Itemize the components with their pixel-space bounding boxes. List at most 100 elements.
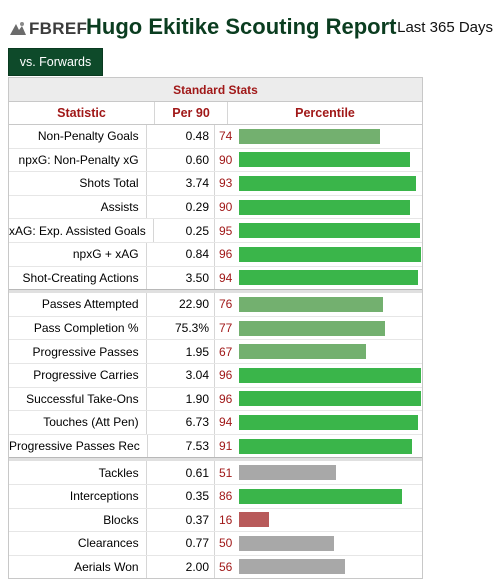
percentile-value: 94 [219,270,233,285]
per90-value: 6.73 [147,411,215,434]
percentile-cell: 90 [215,149,422,172]
per90-value: 3.04 [147,363,215,387]
percentile-value: 67 [219,344,233,359]
percentile-bar-track [239,559,422,575]
percentile-bar-track [239,438,422,454]
per90-value: 1.90 [147,387,215,411]
stat-group: Tackles 0.61 51 Interceptions 0.35 86 Blocks 0.… [9,458,422,579]
table-row: Non-Penalty Goals 0.48 74 [9,125,422,149]
percentile-value: 76 [219,297,233,312]
per90-value: 0.84 [147,242,215,266]
stat-name: Passes Attempted [9,293,147,316]
percentile-bar [239,270,418,286]
percentile-bar [239,559,346,575]
per90-value: 0.77 [147,532,215,555]
percentile-bar-track [239,535,422,551]
percentile-cell: 76 [215,293,422,316]
stat-name: Interceptions [9,484,147,508]
per90-value: 22.90 [147,293,215,316]
percentile-bar-track [239,344,422,360]
percentile-value: 50 [219,536,233,551]
stat-group: Passes Attempted 22.90 76 Pass Completion %… [9,290,422,459]
per90-value: 0.29 [147,195,215,219]
percentile-value: 77 [219,321,233,336]
percentile-bar [239,296,384,312]
percentile-cell: 16 [215,509,422,532]
table-row: xAG: Exp. Assisted Goals 0.25 95 [9,219,422,243]
percentile-bar [239,465,336,481]
stat-name: Shots Total [9,172,147,195]
table-row: Clearances 0.77 50 [9,532,422,556]
percentile-value: 86 [219,489,233,504]
table-body: Non-Penalty Goals 0.48 74 npxG: Non-Penalty… [9,125,422,579]
percentile-cell: 56 [215,556,422,579]
percentile-bar-track [239,296,422,312]
percentile-bar-track [239,270,422,286]
percentile-value: 51 [219,465,233,480]
percentile-bar-track [239,391,422,407]
stat-name: Pass Completion % [9,316,147,340]
percentile-value: 91 [219,439,233,454]
scouting-table: Standard Stats Statistic Per 90 Percenti… [8,77,423,579]
percentile-cell: 67 [215,340,422,363]
percentile-bar-track [239,152,422,168]
tab-vs-forwards[interactable]: vs. Forwards [8,48,103,76]
per90-value: 0.25 [154,219,215,242]
percentile-bar [239,512,270,528]
column-header-statistic[interactable]: Statistic [9,102,155,124]
stat-name: Tackles [9,461,147,484]
table-row: Successful Take-Ons 1.90 96 [9,387,422,412]
percentile-bar [239,246,422,262]
stat-name: Aerials Won [9,555,147,579]
stat-name: Blocks [9,508,147,532]
table-row: Pass Completion % 75.3% 77 [9,316,422,341]
percentile-bar-track [239,414,422,430]
percentile-value: 96 [219,391,233,406]
table-row: Touches (Att Pen) 6.73 94 [9,411,422,435]
table-row: Interceptions 0.35 86 [9,484,422,509]
percentile-cell: 77 [215,317,422,340]
logo-text: FBREF [29,19,88,38]
column-header-percentile[interactable]: Percentile [295,106,355,120]
stat-name: Successful Take-Ons [9,387,147,411]
percentile-bar-track [239,199,422,215]
table-row: Tackles 0.61 51 [9,461,422,485]
stat-group: Non-Penalty Goals 0.48 74 npxG: Non-Penalty… [9,125,422,291]
table-row: Aerials Won 2.00 56 [9,555,422,579]
stat-name: npxG: Non-Penalty xG [9,148,147,172]
stat-name: Shot-Creating Actions [9,266,147,290]
per90-value: 0.48 [147,125,215,148]
stat-name: Progressive Carries [9,363,147,387]
percentile-value: 90 [219,200,233,215]
percentile-value: 96 [219,368,233,383]
percentile-value: 56 [219,559,233,574]
percentile-bar-track [239,246,422,262]
percentile-value: 16 [219,512,233,527]
percentile-bar-track [239,367,422,383]
table-row: npxG + xAG 0.84 96 [9,242,422,267]
stat-name: npxG + xAG [9,242,147,266]
percentile-cell: 90 [215,196,422,219]
percentile-cell: 51 [215,461,422,484]
per90-value: 75.3% [147,316,215,340]
percentile-bar [239,367,422,383]
percentile-value: 74 [219,129,233,144]
fbref-logo[interactable]: FBREF [8,18,87,40]
per90-value: 7.53 [148,434,215,458]
percentile-value: 93 [219,176,233,191]
table-row: Shots Total 3.74 93 [9,172,422,196]
percentile-bar [239,438,412,454]
time-period-label: Last 365 Days [397,19,493,36]
column-header-per90[interactable]: Per 90 [155,102,228,124]
percentile-bar-track [239,128,422,144]
per90-value: 0.35 [147,484,215,508]
per90-value: 1.95 [147,340,215,363]
percentile-cell: 74 [215,125,422,148]
table-row: Progressive Passes 1.95 67 [9,340,422,364]
table-row: Shot-Creating Actions 3.50 94 [9,266,422,290]
percentile-cell: 94 [215,411,422,434]
percentile-cell: 95 [215,219,422,242]
percentile-cell: 96 [215,243,422,266]
stat-name: xAG: Exp. Assisted Goals [9,219,154,242]
per90-value: 0.60 [147,148,215,172]
